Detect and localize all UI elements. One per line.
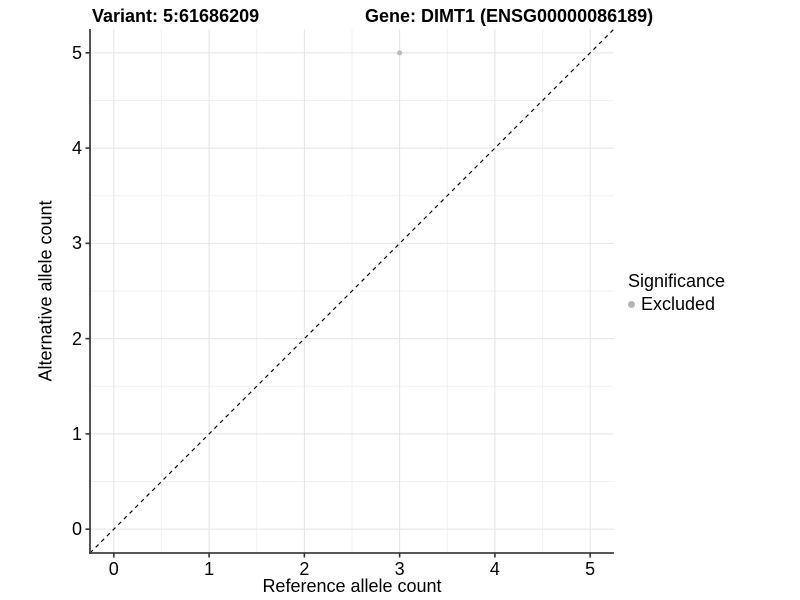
x-axis-title: Reference allele count: [262, 576, 442, 596]
y-tick-label: 3: [71, 233, 82, 254]
y-tick-label: 0: [71, 519, 82, 540]
y-axis-title: Alternative allele count: [35, 200, 56, 382]
x-tick-label: 5: [585, 559, 596, 579]
plot-title-gene: Gene: DIMT1 (ENSG00000086189): [365, 6, 654, 26]
legend: Significance Excluded: [628, 271, 725, 315]
y-tick-label: 2: [71, 328, 82, 349]
data-point: [397, 50, 403, 56]
y-tick-label: 4: [71, 138, 82, 159]
identity-dashed-line: [89, 28, 615, 554]
legend-item-excluded: Excluded: [628, 294, 725, 315]
legend-title: Significance: [628, 271, 726, 291]
y-tick-label: 5: [71, 42, 82, 63]
legend-item-label: Excluded: [641, 294, 716, 314]
y-tick-label: 1: [71, 423, 82, 444]
plot-title-variant: Variant: 5:61686209: [92, 6, 260, 26]
x-tick-label: 0: [108, 559, 119, 579]
x-tick-label: 2: [299, 559, 310, 579]
x-tick-label: 3: [394, 559, 405, 579]
x-tick-label: 1: [204, 559, 215, 579]
legend-point-icon: [628, 301, 635, 308]
x-tick-label: 4: [489, 559, 500, 579]
